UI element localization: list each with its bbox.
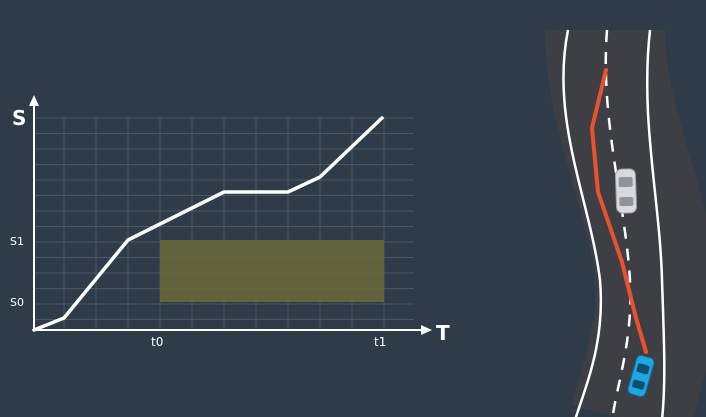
speed-profile-line <box>32 116 384 332</box>
road-edge-right <box>645 29 666 417</box>
ego-car-icon <box>627 354 655 398</box>
road-scene <box>545 28 706 417</box>
y-tick-label-s0: S0 <box>10 296 24 309</box>
st-chart: S T S1 S0 t0 t1 <box>10 95 450 349</box>
y-tick-label-s1: S1 <box>10 235 24 248</box>
planned-path <box>590 68 648 354</box>
obstacle-region <box>160 240 384 302</box>
x-tick-label-t0: t0 <box>151 335 163 349</box>
y-axis-arrow-icon <box>29 95 39 106</box>
obstacle-car-icon <box>614 168 638 214</box>
x-axis-label: T <box>436 321 450 345</box>
road-edge-left <box>562 29 603 417</box>
lane-center-dashed <box>604 29 632 417</box>
y-axis-label: S <box>12 106 26 130</box>
x-axis-arrow-icon <box>421 325 432 335</box>
x-tick-label-t1: t1 <box>374 335 386 349</box>
